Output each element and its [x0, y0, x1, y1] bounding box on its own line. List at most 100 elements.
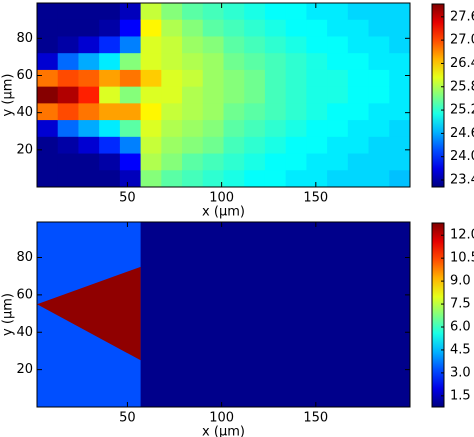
heat-cell [99, 3, 121, 21]
heat-cell [202, 69, 225, 88]
heat-cell [202, 53, 225, 71]
x-tick-label: 50 [119, 191, 136, 206]
heat-cell [57, 36, 80, 54]
heat-cell [389, 3, 410, 21]
heat-cell [223, 170, 245, 187]
heat-cell [182, 53, 204, 71]
colorbar-tick-label: 12.00 [450, 228, 474, 243]
heat-cell [223, 136, 245, 155]
heat-cell [306, 19, 328, 38]
colorbar-tick-label: 27.60 [450, 9, 474, 24]
heat-cell [37, 19, 59, 38]
heat-cell [119, 86, 142, 104]
heat-cell [202, 103, 225, 121]
heat-cell [99, 69, 121, 88]
x-tick-label: 100 [209, 411, 234, 426]
heat-cell [306, 3, 328, 21]
heat-cell [78, 3, 100, 21]
heat-cell [264, 153, 287, 171]
heat-cell [223, 36, 245, 54]
heat-cell [57, 3, 80, 21]
heat-cell [78, 120, 100, 138]
x-tick-label: 50 [119, 411, 136, 426]
heat-cell [99, 170, 121, 187]
heat-cell [327, 36, 349, 54]
heat-cell [285, 3, 307, 21]
y-tick-label: 60 [16, 68, 33, 83]
heat-cell [99, 86, 121, 104]
plot-area [37, 222, 410, 407]
heat-cell [264, 103, 287, 121]
heat-cell [223, 53, 245, 71]
colorbar-tick-label: 6.0 [450, 320, 471, 335]
x-tick-label: 150 [303, 191, 328, 206]
heat-cell [327, 103, 349, 121]
heat-cell [57, 170, 80, 187]
y-tick-label: 60 [16, 287, 33, 302]
y-axis-label: y (μm) [1, 293, 16, 336]
colorbar-tick-label: 27.00 [450, 33, 474, 48]
heat-cell [202, 3, 225, 21]
heat-cell [285, 103, 307, 121]
colorbar-tick-label: 9.0 [450, 274, 471, 289]
heat-cell [244, 69, 266, 88]
heat-cell [389, 153, 410, 171]
heat-cell [327, 136, 349, 155]
heat-cell [306, 136, 328, 155]
heat-cell [244, 53, 266, 71]
heat-cell [119, 103, 142, 121]
heat-cell [306, 170, 328, 187]
heat-cell [202, 153, 225, 171]
heat-cell [327, 19, 349, 38]
heat-cell [140, 3, 162, 21]
heat-cell [37, 170, 59, 187]
heat-cell [264, 69, 287, 88]
heat-cell [78, 86, 100, 104]
heat-cell [161, 19, 183, 38]
heat-cell [285, 53, 307, 71]
colorbar-tick-label: 10.50 [450, 251, 474, 266]
heat-cell [57, 86, 80, 104]
heat-cell [327, 3, 349, 21]
heat-cell [78, 170, 100, 187]
heat-cell [368, 103, 390, 121]
heat-cell [389, 53, 410, 71]
heat-cell [99, 120, 121, 138]
heat-cell [244, 19, 266, 38]
heat-cell [37, 153, 59, 171]
heat-cell [119, 136, 142, 155]
heat-cell [389, 170, 410, 187]
y-axis-label: y (μm) [1, 74, 16, 117]
heat-cell [285, 120, 307, 138]
heat-cell [223, 3, 245, 21]
heat-cell [78, 53, 100, 71]
heat-cell [119, 19, 142, 38]
colorbar [431, 3, 445, 188]
heat-cell [368, 19, 390, 38]
heat-cell [78, 103, 100, 121]
heat-cell [285, 153, 307, 171]
colorbar-tick-label: 26.40 [450, 56, 474, 71]
colorbar-tick-label: 7.5 [450, 297, 471, 312]
heat-cell [223, 86, 245, 104]
heat-cell [57, 136, 80, 155]
colorbar [431, 222, 445, 408]
heat-cell [347, 136, 370, 155]
heat-cell [161, 53, 183, 71]
heat-cell [347, 69, 370, 88]
y-tick-label: 20 [16, 362, 33, 377]
heat-cell [264, 86, 287, 104]
heat-cell [202, 36, 225, 54]
heat-cell [140, 19, 162, 38]
heat-cell [140, 53, 162, 71]
colorbar-tick-label: 24.00 [450, 149, 474, 164]
heat-cell [306, 153, 328, 171]
heat-cell [182, 103, 204, 121]
heat-cell [347, 153, 370, 171]
heat-cell [99, 53, 121, 71]
heat-cell [140, 120, 162, 138]
heat-cell [285, 36, 307, 54]
y-tick-label: 40 [16, 105, 33, 120]
heat-cell [119, 120, 142, 138]
